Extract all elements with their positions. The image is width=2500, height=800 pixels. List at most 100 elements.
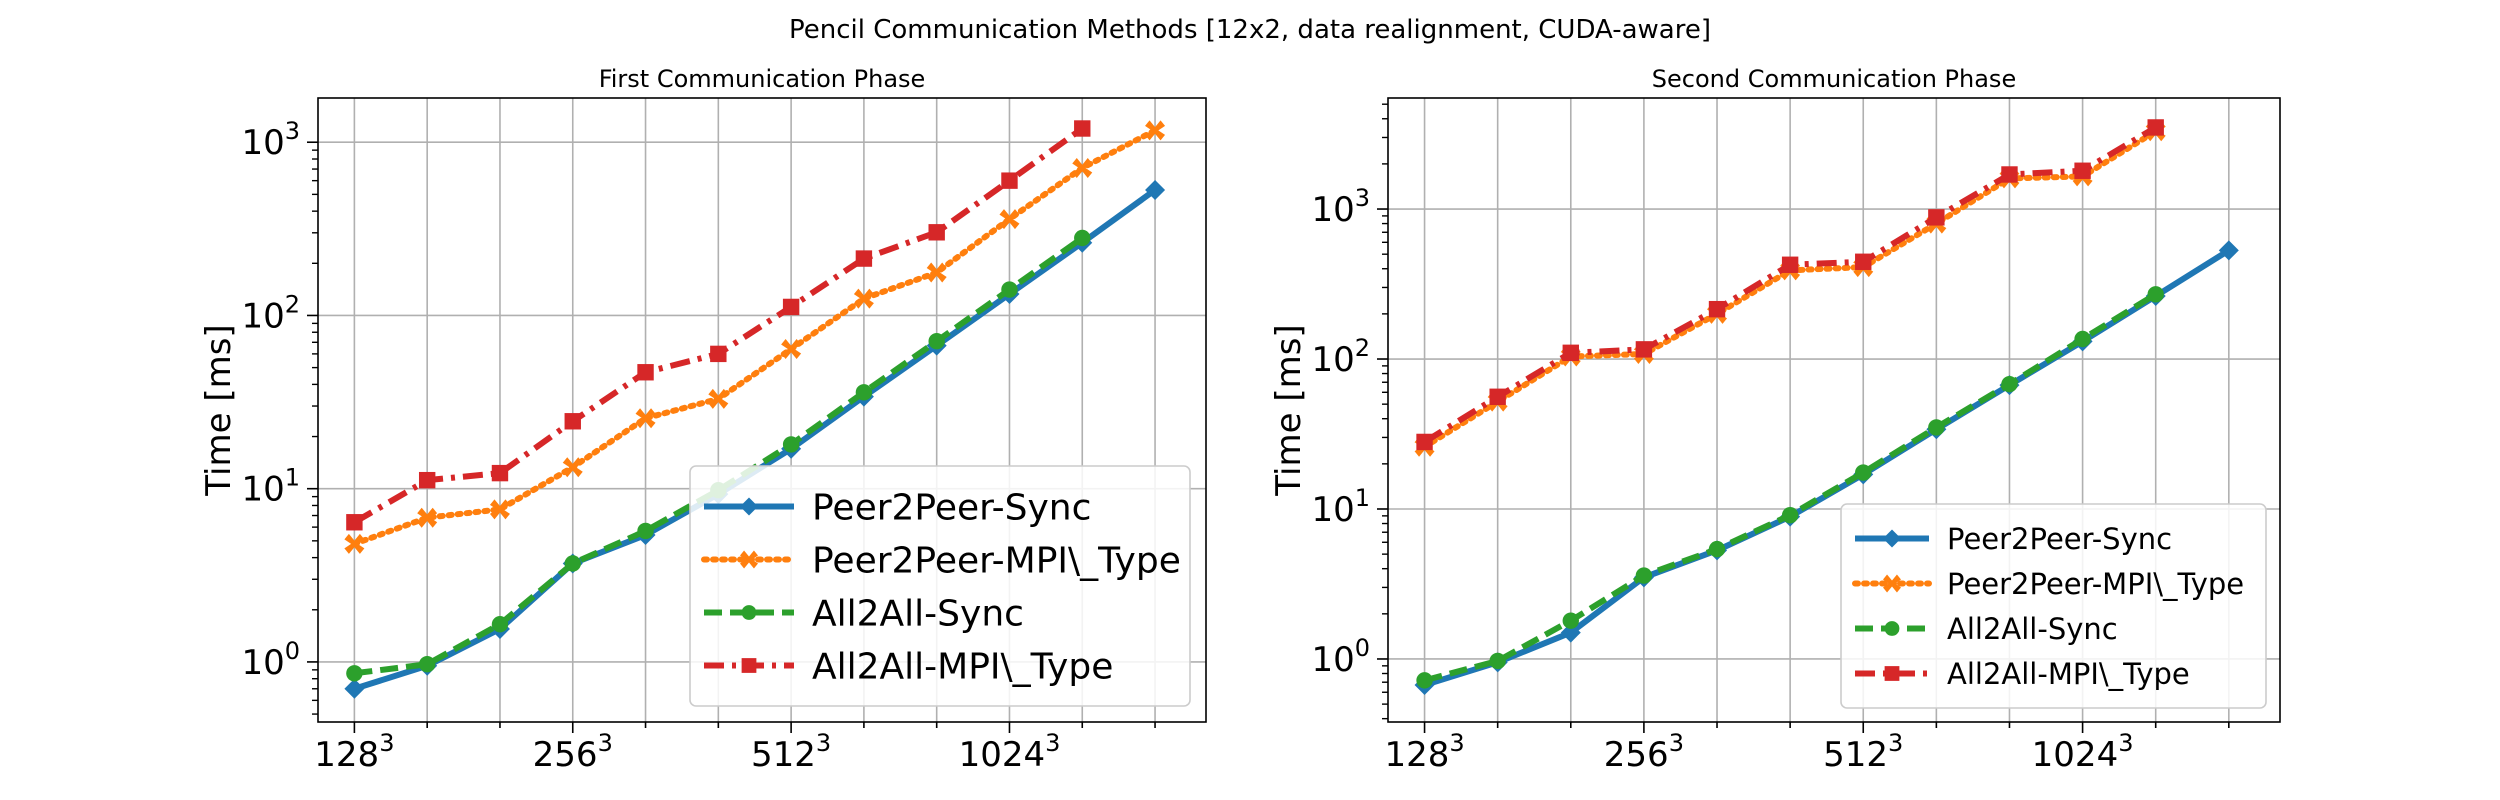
marker-circle [741, 605, 757, 620]
series-all2all-mpi-type [1416, 119, 2164, 451]
legend-box [689, 465, 1191, 707]
legend-item: All2All-Sync [1855, 612, 2118, 646]
y-tick-exponent: 2 [1355, 334, 1370, 362]
legend: Peer2Peer-Sync Peer2Peer-MPI\_Type All2All… [689, 465, 1191, 707]
y-tick-base: 10 [241, 643, 284, 683]
marker-diamond [2218, 240, 2239, 261]
marker-square [1489, 388, 1506, 405]
marker-square [1635, 341, 1653, 358]
legend-box [1840, 503, 2267, 709]
marker-square [1416, 433, 1433, 451]
x-tick-base: 128 [1384, 735, 1449, 775]
marker-x [708, 388, 729, 409]
panel-second-phase: Second Communication Phase Time [ms] 100… [1269, 65, 2281, 775]
legend-label: All2All-Sync [1947, 612, 2118, 646]
marker-square [741, 658, 757, 673]
legend-item: All2All-Sync [704, 593, 1024, 634]
series-all2all-mpi-type [346, 120, 1091, 531]
marker-circle [1635, 567, 1653, 584]
x-ticks: 1283 2563 5123 10243 [1384, 722, 2230, 775]
y-tick-base: 10 [1311, 640, 1354, 680]
marker-square [2074, 162, 2091, 179]
y-tick-label: 102 [241, 290, 300, 336]
marker-square [491, 464, 509, 482]
marker-x [562, 457, 583, 478]
marker-square [1928, 209, 1945, 226]
y-tick-exponent: 3 [1355, 184, 1370, 212]
x-tick-label: 5123 [1823, 729, 1903, 775]
y-tick-label: 103 [1311, 184, 1370, 230]
y-tick-base: 10 [241, 470, 284, 510]
marker-circle [1489, 652, 1506, 670]
marker-square [2001, 166, 2018, 183]
x-tick-label: 2563 [1604, 729, 1684, 775]
y-tick-base: 10 [241, 296, 284, 336]
y-tick-exponent: 3 [285, 117, 300, 145]
marker-square [1708, 300, 1726, 318]
legend-item: Peer2Peer-Sync [704, 487, 1091, 528]
marker-square [418, 471, 436, 489]
marker-x [781, 339, 802, 360]
x-tick-label: 10243 [2032, 729, 2134, 775]
legend-label: All2All-Sync [812, 593, 1024, 634]
y-tick-base: 10 [1311, 490, 1354, 530]
marker-square [346, 514, 363, 531]
y-tick-label: 100 [1311, 634, 1370, 680]
y-tick-exponent: 1 [285, 464, 300, 492]
marker-diamond [344, 678, 365, 699]
x-tick-exponent: 3 [1669, 729, 1684, 757]
marker-circle [2001, 375, 2018, 393]
legend-label: Peer2Peer-Sync [812, 487, 1091, 528]
marker-square [855, 250, 873, 267]
marker-square [710, 345, 727, 363]
y-tick-base: 10 [1311, 190, 1354, 230]
x-tick-base: 256 [533, 735, 598, 775]
marker-circle [491, 616, 509, 633]
marker-diamond [1560, 622, 1581, 643]
legend-item: Peer2Peer-MPI\_Type [1852, 567, 2244, 601]
marker-square [564, 413, 581, 430]
plot-frame [317, 97, 1207, 723]
marker-x [853, 288, 874, 309]
x-tick-exponent: 3 [379, 729, 394, 757]
marker-square [1884, 666, 1900, 681]
x-tick-exponent: 3 [1045, 729, 1060, 757]
series-peer2peer-mpi-type [344, 120, 1166, 554]
legend-item: All2All-MPI\_Type [704, 646, 1113, 687]
x-tick-base: 1024 [2032, 735, 2119, 775]
panel-first-phase: First Communication Phase Time [ms] 1001… [199, 65, 1207, 775]
marker-x [1883, 574, 1901, 593]
y-tick-label: 102 [1311, 334, 1370, 380]
y-tick-label: 103 [241, 117, 300, 163]
series-all2all-sync [1416, 286, 2164, 689]
x-tick-exponent: 3 [816, 729, 831, 757]
series-line [351, 127, 1159, 547]
marker-circle [1416, 672, 1433, 689]
marker-square [782, 298, 800, 316]
x-tick-base: 512 [751, 735, 816, 775]
marker-diamond [1145, 179, 1166, 200]
legend: Peer2Peer-Sync Peer2Peer-MPI\_Type All2All… [1840, 503, 2267, 709]
marker-circle [1562, 612, 1579, 629]
y-tick-label: 100 [241, 637, 300, 683]
x-tick-base: 1024 [959, 735, 1046, 775]
series-line [354, 235, 1084, 677]
marker-square [2147, 119, 2164, 136]
marker-circle [2147, 286, 2164, 303]
plot-frame [1387, 97, 2281, 723]
marker-circle [928, 333, 945, 350]
marker-circle [1708, 540, 1726, 558]
y-axis-label: Time [ms] [199, 324, 239, 496]
marker-x [999, 209, 1020, 230]
x-tick-base: 256 [1604, 735, 1669, 775]
x-tick-exponent: 3 [2118, 729, 2133, 757]
marker-square [1074, 120, 1091, 137]
marker-circle [564, 555, 581, 572]
marker-circle [418, 656, 436, 673]
figure-title: Pencil Communication Methods [12x2, data… [789, 15, 1711, 45]
panel-title: Second Communication Phase [1652, 65, 2016, 93]
legend-label: All2All-MPI\_Type [812, 646, 1113, 687]
x-tick-exponent: 3 [1888, 729, 1903, 757]
